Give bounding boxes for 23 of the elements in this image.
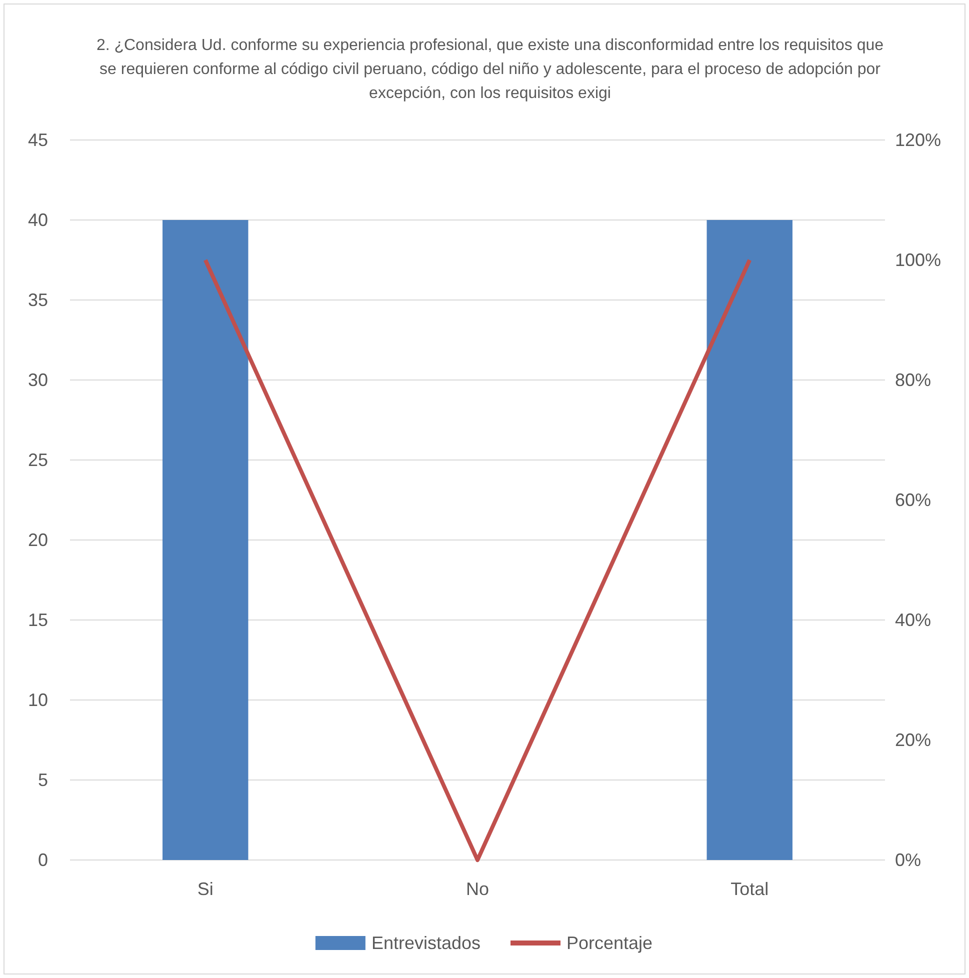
y2-tick-label: 100% [895, 250, 942, 270]
y-tick-label: 5 [38, 770, 48, 790]
y2-tick-label: 60% [895, 490, 932, 510]
x-tick-label: Si [197, 878, 214, 899]
y-tick-label: 45 [28, 130, 48, 150]
y2-tick-label: 80% [895, 370, 932, 390]
y-tick-label: 30 [28, 370, 48, 390]
x-tick-label: Total [730, 878, 769, 899]
y-tick-label: 35 [28, 290, 48, 310]
y2-tick-label: 40% [895, 610, 932, 630]
y2-tick-label: 120% [895, 130, 942, 150]
legend-label: Entrevistados [371, 933, 480, 953]
y-tick-label: 25 [28, 450, 48, 470]
y-tick-label: 40 [28, 210, 48, 230]
y-tick-label: 20 [28, 530, 48, 550]
y-tick-label: 0 [38, 850, 48, 870]
y-tick-label: 10 [28, 690, 48, 710]
y2-tick-label: 20% [895, 730, 932, 750]
y2-tick-label: 0% [895, 850, 922, 870]
legend-label: Porcentaje [566, 933, 653, 953]
chart-title: 2. ¿Considera Ud. conforme su experiencia profesional, que existe una disconformidad entre los requisitos que se requieren conforme al código civil peruano, código del niño y adolescente, para el proceso de adopción por excepción, con los requisitos exigi [96, 37, 884, 102]
y-tick-label: 15 [28, 610, 48, 630]
x-tick-label: No [466, 878, 490, 899]
